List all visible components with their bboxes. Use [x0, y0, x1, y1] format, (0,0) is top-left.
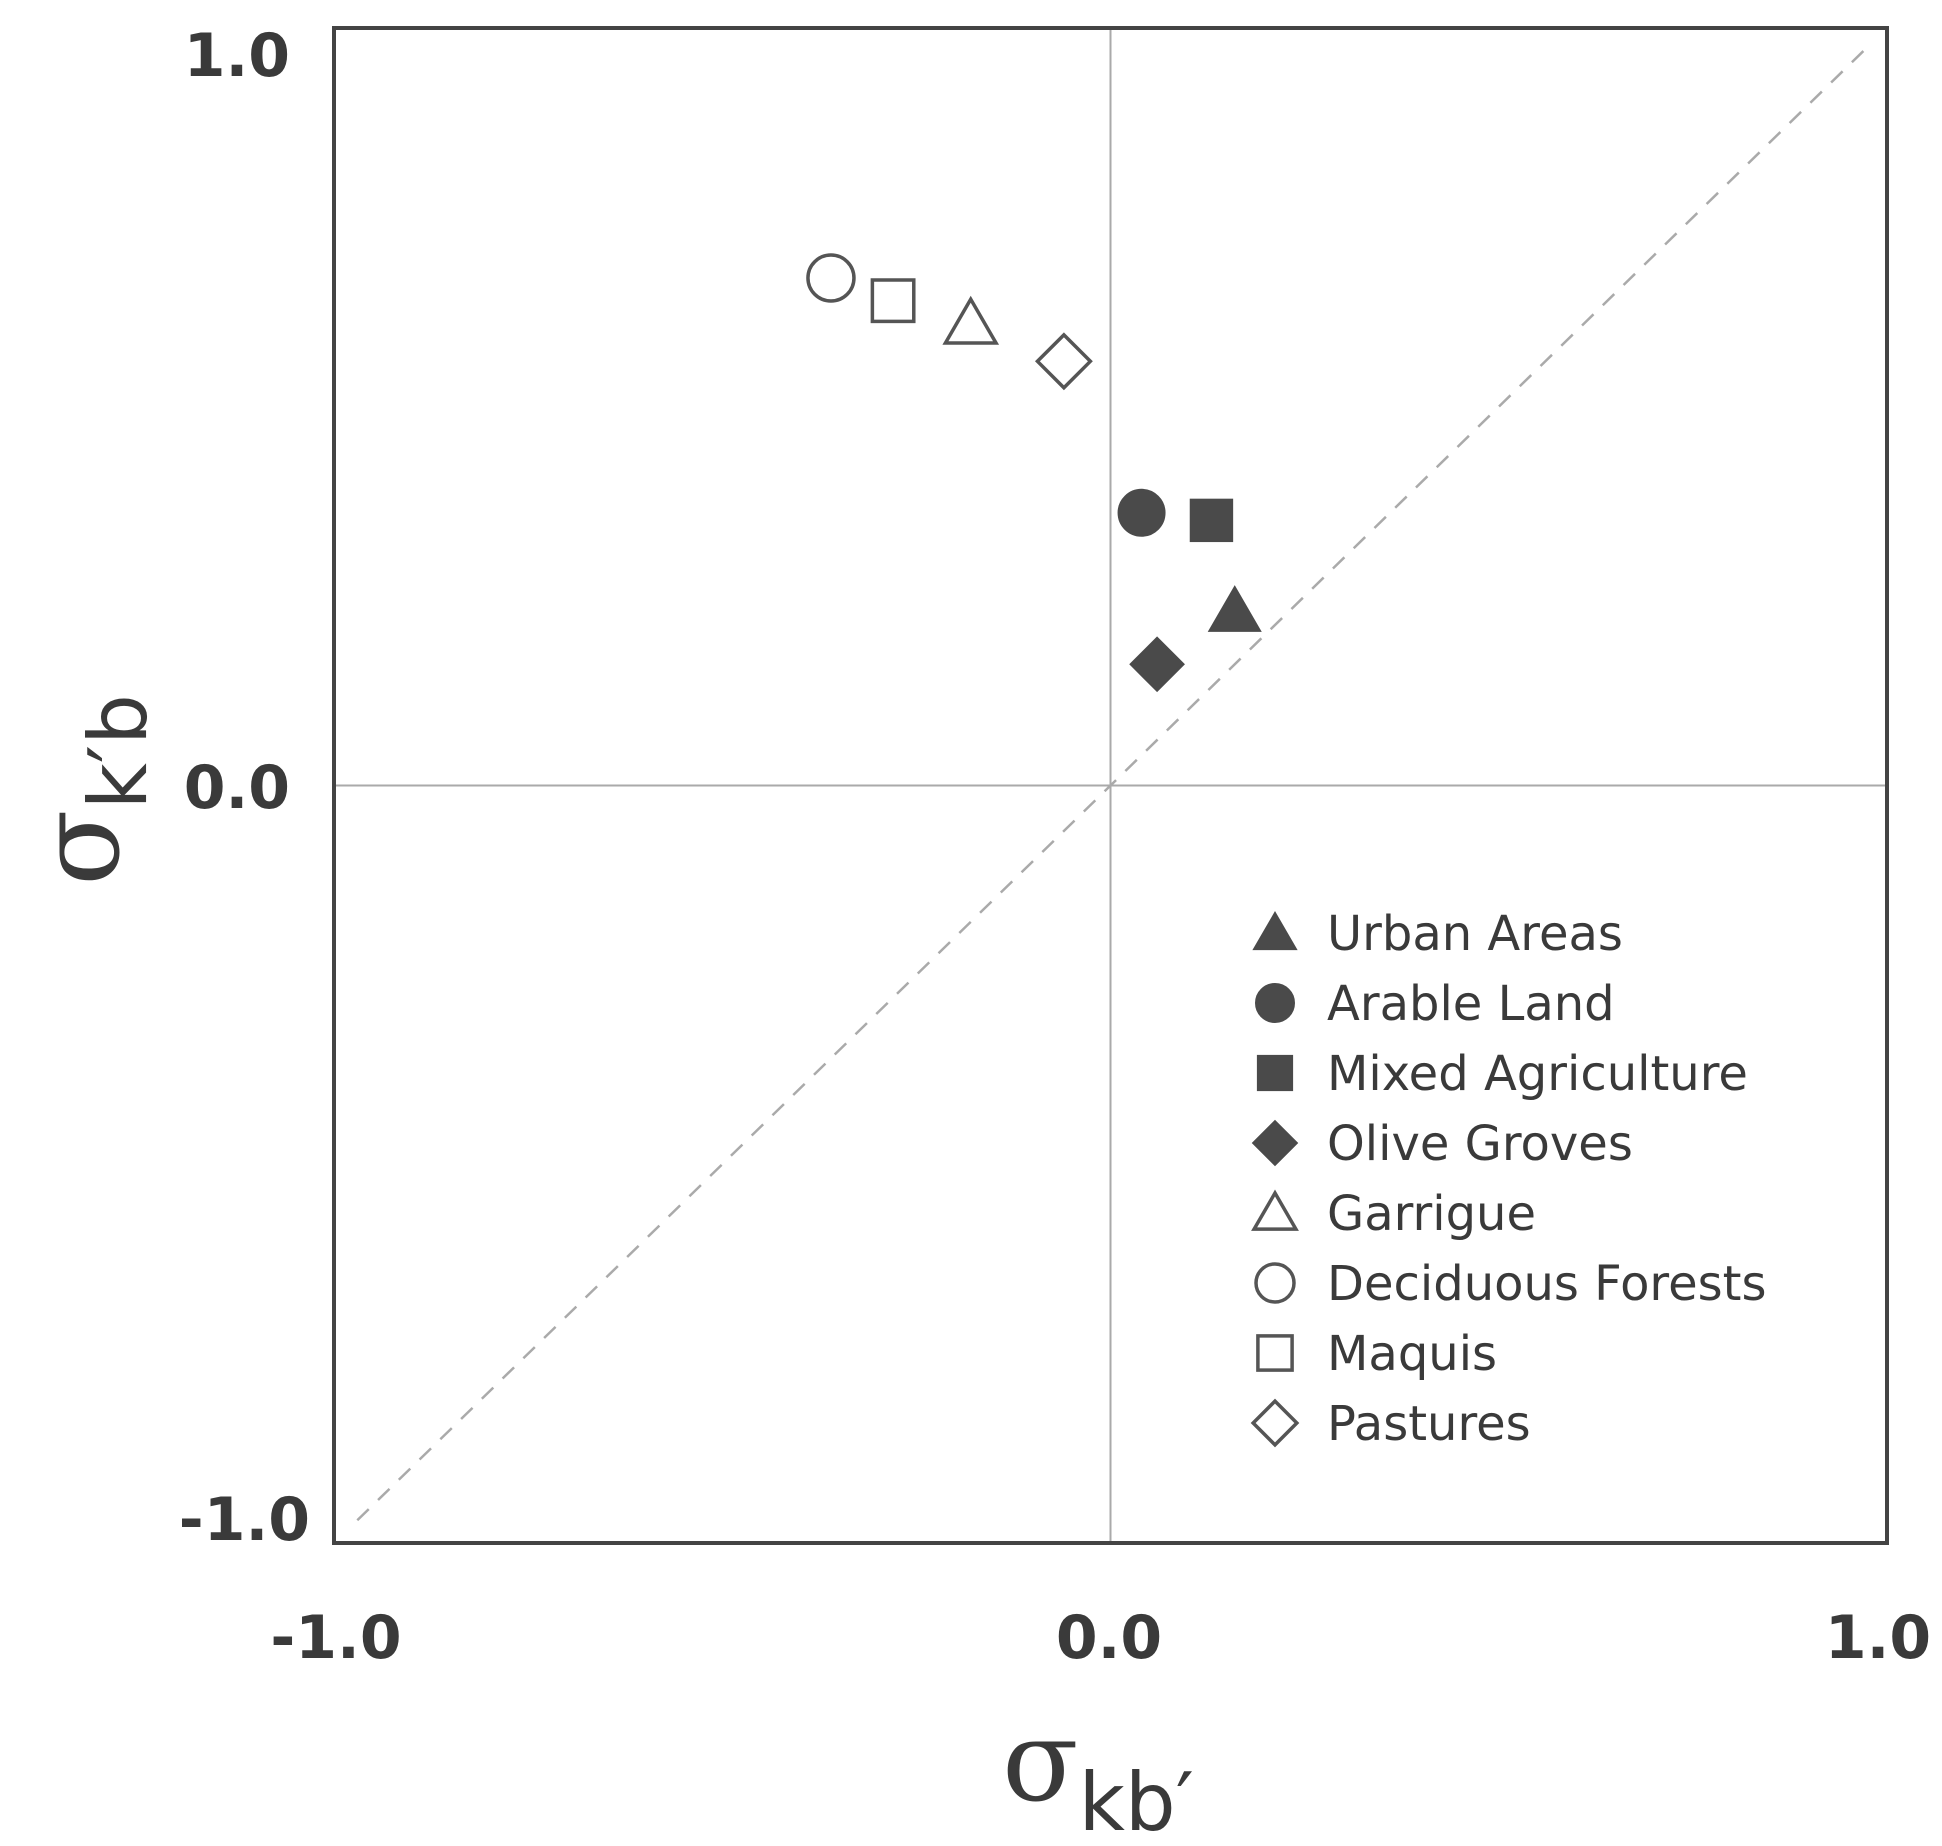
x-axis-symbol: σ [1002, 1697, 1078, 1827]
plot-frame [332, 26, 1889, 1545]
data-points [806, 253, 1262, 693]
data-point-arable-land [1117, 488, 1166, 537]
legend-marker [1251, 1189, 1299, 1231]
y-axis-subscript: k′b [72, 694, 165, 809]
y-axis-symbol: σ [15, 809, 145, 885]
y-tick-label: -1.0 [179, 1485, 310, 1555]
x-axis-label: σkb′ [1002, 1697, 1194, 1846]
y-tick-label: 1.0 [184, 21, 290, 91]
x-axis-subscript: kb′ [1079, 1756, 1194, 1846]
legend-marker [1256, 1054, 1294, 1092]
legend-label: Mixed Agriculture [1327, 1046, 1748, 1102]
legend-marker [1250, 1398, 1300, 1448]
y-axis-label: σk′b [15, 694, 165, 886]
legend-marker [1254, 1262, 1296, 1304]
legend-marker [1252, 911, 1298, 951]
legend-label: Arable Land [1327, 976, 1615, 1032]
data-point-mixed-agriculture [1189, 498, 1234, 543]
y-tick-label: 0.0 [184, 753, 290, 823]
x-tick-labels: -1.0 0.0 1.0 [270, 1603, 1931, 1673]
y-tick-labels: 1.0 0.0 -1.0 [179, 21, 310, 1555]
legend-label: Olive Groves [1327, 1116, 1633, 1172]
data-point-olive-groves [1129, 636, 1185, 693]
x-tick-label: -1.0 [270, 1603, 401, 1673]
data-point-pastures [1034, 332, 1093, 391]
legend-marker [1256, 1334, 1294, 1372]
legend-label: Deciduous Forests [1327, 1256, 1766, 1312]
legend-label: Urban Areas [1327, 906, 1623, 962]
x-tick-label: 1.0 [1825, 1603, 1931, 1673]
data-point-garrigue [942, 295, 1000, 345]
legend: Urban Areas Arable Land Mixed Agriculture O… [1250, 906, 1766, 1452]
legend-label: Garrigue [1327, 1186, 1536, 1242]
x-tick-label: 0.0 [1056, 1603, 1162, 1673]
identity-reference-line [356, 49, 1865, 1522]
legend-label: Maquis [1327, 1326, 1497, 1382]
data-point-deciduous-forests [806, 253, 856, 303]
legend-marker [1255, 983, 1295, 1023]
data-point-urban-areas [1207, 585, 1262, 632]
legend-label: Pastures [1327, 1396, 1531, 1452]
data-point-maquis [870, 278, 916, 324]
legend-marker [1251, 1119, 1299, 1167]
